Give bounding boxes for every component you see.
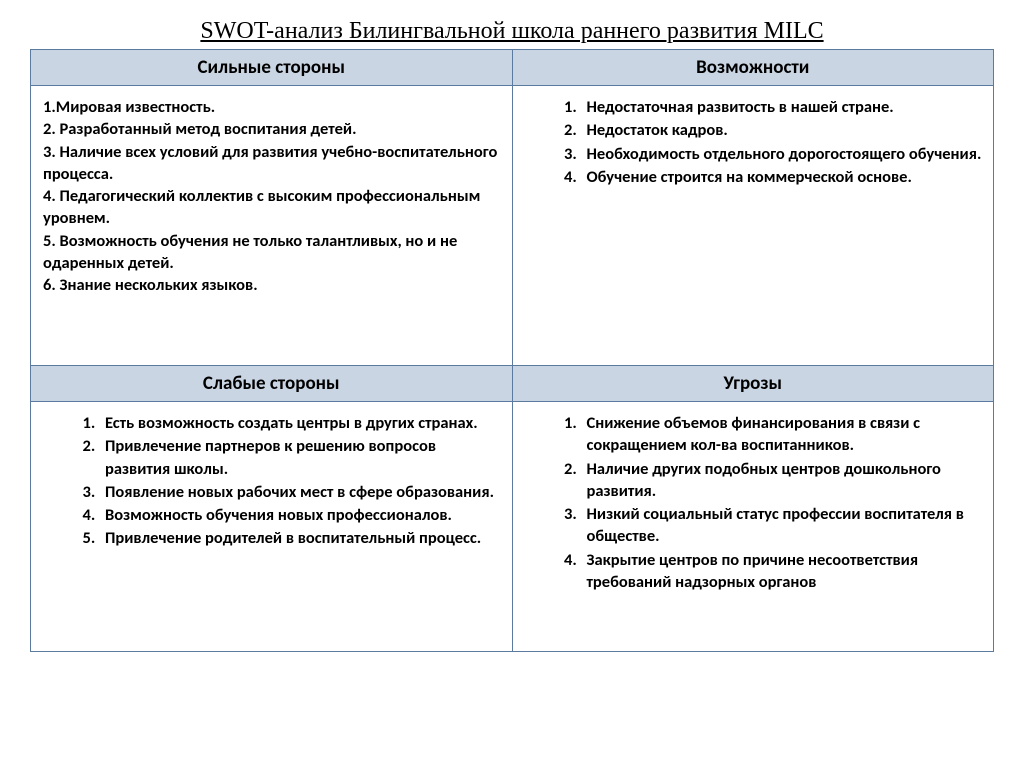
list-item: 3. Наличие всех условий для развития уче… xyxy=(43,141,504,186)
list-item: Возможность обучения новых профессионало… xyxy=(99,504,504,526)
swot-table: Сильные стороны Возможности 1.Мировая из… xyxy=(30,49,994,652)
header-strengths: Сильные стороны xyxy=(31,50,513,86)
list-item: Есть возможность создать центры в других… xyxy=(99,412,504,434)
list-item: Наличие других подобных центров дошкольн… xyxy=(581,458,986,503)
cell-weaknesses: Есть возможность создать центры в других… xyxy=(31,402,513,652)
header-threats: Угрозы xyxy=(512,366,994,402)
list-item: Недостаток кадров. xyxy=(581,119,986,141)
cell-threats: Снижение объемов финансирования в связи … xyxy=(512,402,994,652)
list-item: 2. Разработанный метод воспитания детей. xyxy=(43,118,504,140)
list-item: Появление новых рабочих мест в сфере обр… xyxy=(99,481,504,503)
list-item: Недостаточная развитость в нашей стране. xyxy=(581,96,986,118)
list-item: Закрытие центров по причине несоответств… xyxy=(581,549,986,594)
cell-strengths: 1.Мировая известность.2. Разработанный м… xyxy=(31,86,513,366)
list-item: 5. Возможность обучения не только талант… xyxy=(43,230,504,275)
list-item: 1.Мировая известность. xyxy=(43,96,504,118)
list-item: 4. Педагогический коллектив с высоким пр… xyxy=(43,185,504,230)
list-item: Необходимость отдельного дорогостоящего … xyxy=(581,143,986,165)
header-weaknesses: Слабые стороны xyxy=(31,366,513,402)
cell-opportunities: Недостаточная развитость в нашей стране.… xyxy=(512,86,994,366)
list-item: 6. Знание нескольких языков. xyxy=(43,274,504,296)
list-item: Привлечение партнеров к решению вопросов… xyxy=(99,435,504,480)
list-item: Снижение объемов финансирования в связи … xyxy=(581,412,986,457)
list-item: Низкий социальный статус профессии воспи… xyxy=(581,503,986,548)
header-opportunities: Возможности xyxy=(512,50,994,86)
list-item: Привлечение родителей в воспитательный п… xyxy=(99,527,504,549)
list-item: Обучение строится на коммерческой основе… xyxy=(581,166,986,188)
page-title: SWOT-анализ Билингвальной школа раннего … xyxy=(30,18,994,45)
